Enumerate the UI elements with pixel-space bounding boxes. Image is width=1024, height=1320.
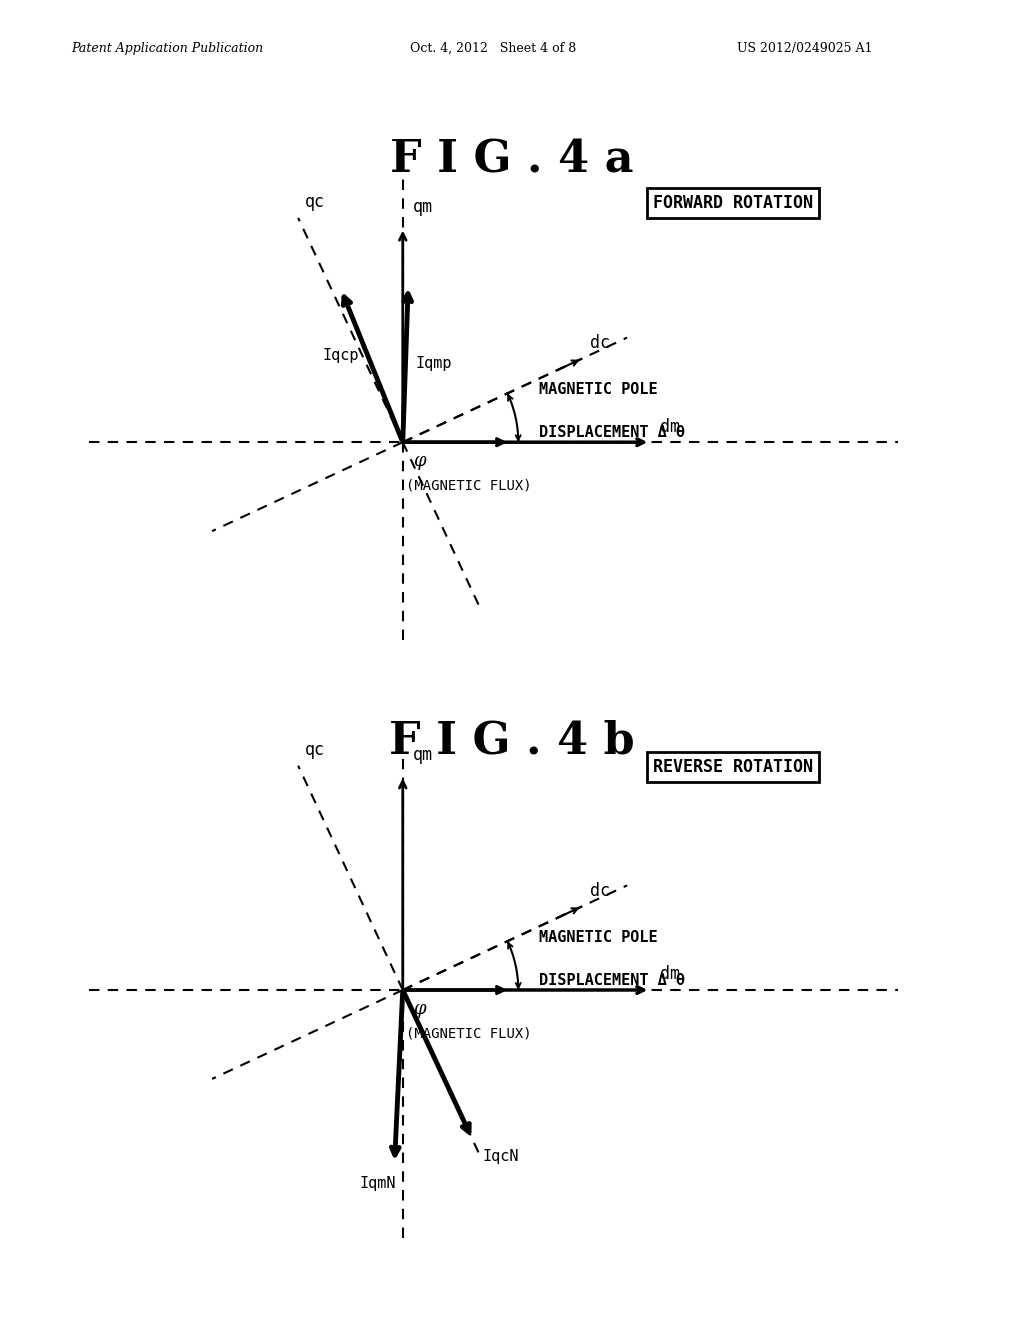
Text: dm: dm [660, 965, 680, 983]
Text: (MAGNETIC FLUX): (MAGNETIC FLUX) [407, 1027, 531, 1040]
Text: Iqmp: Iqmp [416, 356, 452, 371]
Text: F I G . 4 b: F I G . 4 b [389, 719, 635, 763]
Text: DISPLACEMENT Δ θ: DISPLACEMENT Δ θ [539, 425, 685, 441]
Text: IqmN: IqmN [359, 1176, 396, 1192]
Text: qm: qm [413, 746, 433, 764]
Text: φ: φ [413, 451, 425, 470]
Text: qm: qm [413, 198, 433, 216]
Text: Patent Application Publication: Patent Application Publication [72, 42, 264, 55]
Text: qc: qc [305, 741, 325, 759]
Text: US 2012/0249025 A1: US 2012/0249025 A1 [737, 42, 872, 55]
Text: MAGNETIC POLE: MAGNETIC POLE [539, 383, 657, 397]
Text: F I G . 4 a: F I G . 4 a [390, 139, 634, 182]
Text: dc: dc [591, 334, 610, 352]
Text: Oct. 4, 2012   Sheet 4 of 8: Oct. 4, 2012 Sheet 4 of 8 [410, 42, 575, 55]
Text: φ: φ [413, 1001, 425, 1018]
Text: qc: qc [305, 193, 325, 211]
Text: FORWARD ROTATION: FORWARD ROTATION [652, 194, 813, 213]
Text: IqcN: IqcN [482, 1150, 519, 1164]
Text: (MAGNETIC FLUX): (MAGNETIC FLUX) [407, 479, 531, 492]
Text: MAGNETIC POLE: MAGNETIC POLE [539, 931, 657, 945]
Text: DISPLACEMENT Δ θ: DISPLACEMENT Δ θ [539, 973, 685, 989]
Text: REVERSE ROTATION: REVERSE ROTATION [652, 758, 813, 776]
Text: Iqcp: Iqcp [323, 348, 358, 363]
Text: dm: dm [660, 417, 680, 436]
Text: dc: dc [591, 882, 610, 900]
